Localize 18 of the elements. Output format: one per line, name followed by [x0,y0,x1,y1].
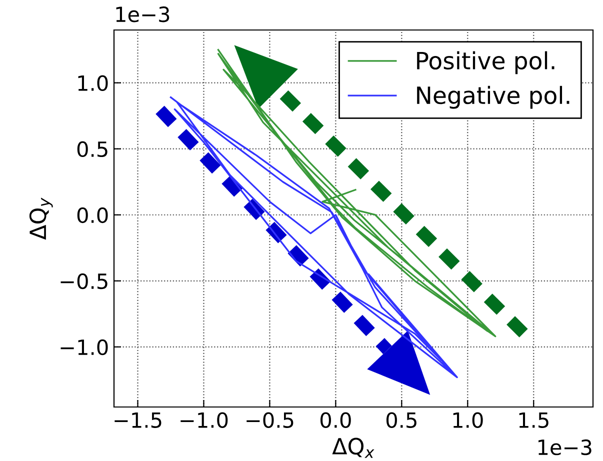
legend-label: Positive pol. [417,51,554,74]
y-tick-label: 0.0 [77,207,108,224]
x-tick-label: 0.5 [386,412,416,428]
x-tick-label: 0.0 [320,412,351,428]
x-axis-title: ΔQ$_{x}$ [332,438,374,458]
y-tick-label: 1.0 [78,75,108,92]
x-tick-label: −1.0 [180,412,228,428]
x-tick-label: −0.5 [246,412,294,428]
y-tick-label: −0.5 [60,273,108,290]
x-tick-label: 1.0 [453,412,483,428]
text: 1e−3 [538,439,592,456]
y-tick-label: −1.0 [60,339,108,356]
y-tick-label: 0.5 [77,141,108,158]
text: 1e−3 [116,6,170,22]
x-tick-label: −1.5 [114,412,162,428]
x-tick-label: 1.5 [519,412,548,428]
y-axis-title: ΔQ$_{y}$ [29,198,53,240]
legend-label: Negative pol. [417,86,570,109]
